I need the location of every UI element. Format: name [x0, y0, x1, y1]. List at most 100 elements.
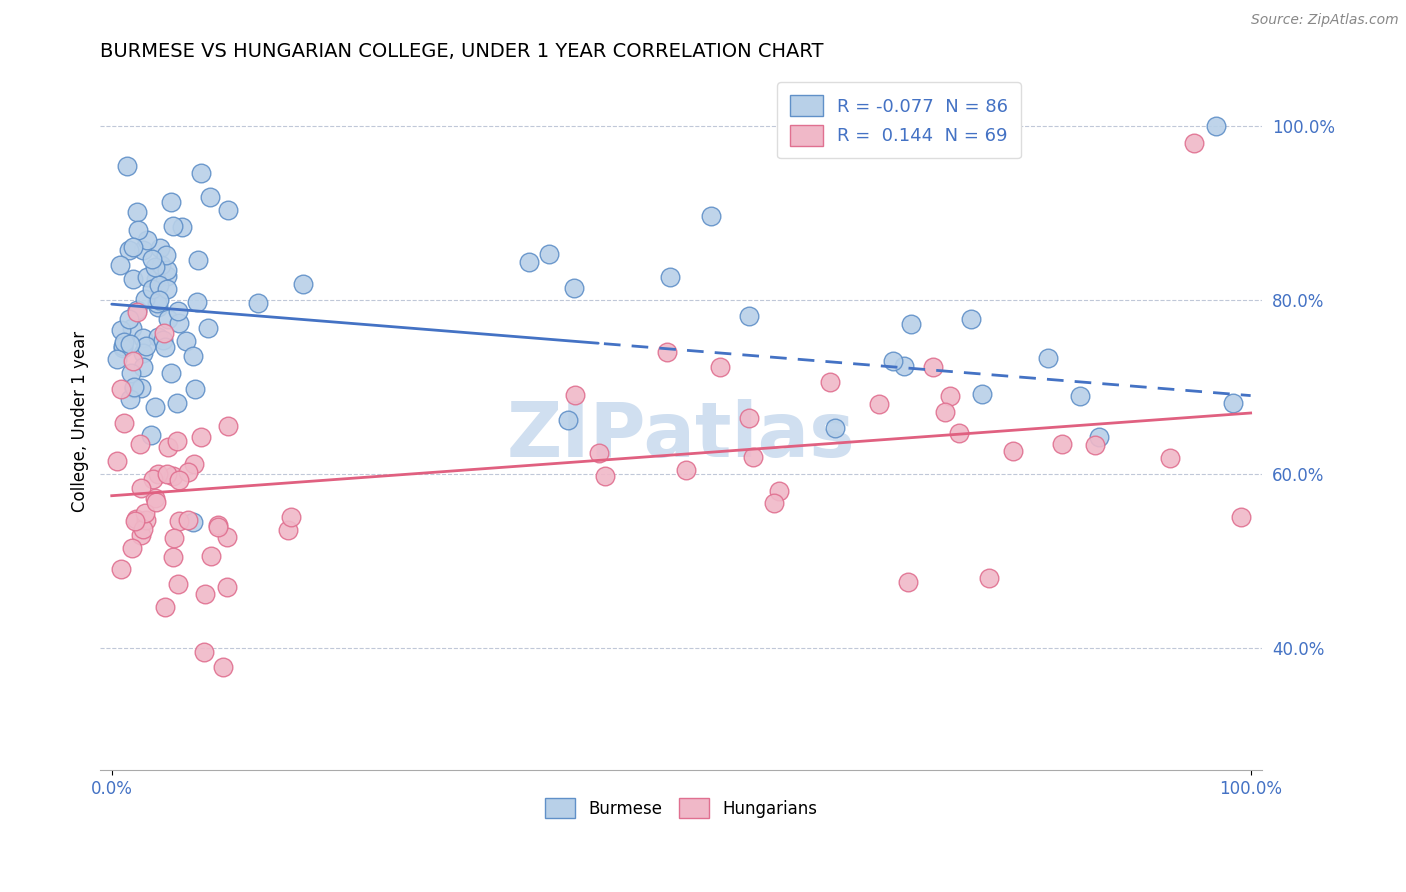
Text: Source: ZipAtlas.com: Source: ZipAtlas.com: [1251, 13, 1399, 28]
Point: [187, 253, 209, 268]
Point: [934, 405, 956, 419]
Point: [167, 576, 190, 591]
Point: [145, 296, 167, 310]
Point: [156, 440, 179, 454]
Point: [136, 233, 159, 247]
Point: [156, 263, 179, 277]
Point: [122, 381, 145, 395]
Point: [145, 495, 167, 509]
Point: [143, 491, 166, 505]
Point: [134, 293, 156, 307]
Point: [176, 334, 198, 348]
Point: [122, 380, 145, 394]
Point: [131, 522, 153, 536]
Point: [162, 468, 184, 483]
Point: [897, 575, 920, 590]
Point: [741, 450, 763, 464]
Point: [1002, 444, 1025, 458]
Point: [127, 223, 149, 237]
Legend: Burmese, Hungarians: Burmese, Hungarians: [538, 792, 824, 824]
Point: [948, 426, 970, 441]
Point: [139, 427, 162, 442]
Point: [110, 562, 132, 576]
Point: [1222, 395, 1244, 409]
Point: [143, 260, 166, 274]
Point: [709, 359, 731, 374]
Point: [212, 659, 235, 673]
Point: [162, 219, 184, 233]
Point: [155, 248, 177, 262]
Point: [977, 571, 1000, 585]
Point: [162, 549, 184, 564]
Point: [148, 300, 170, 314]
Point: [181, 516, 204, 530]
Point: [972, 387, 994, 401]
Point: [1159, 450, 1181, 465]
Point: [125, 303, 148, 318]
Point: [120, 366, 142, 380]
Point: [132, 243, 155, 257]
Point: [1036, 351, 1059, 366]
Point: [1205, 119, 1227, 133]
Point: [176, 465, 198, 479]
Point: [167, 473, 190, 487]
Point: [111, 339, 134, 353]
Point: [160, 195, 183, 210]
Point: [105, 351, 128, 366]
Point: [277, 523, 299, 537]
Point: [121, 240, 143, 254]
Point: [184, 382, 207, 396]
Text: ZIPatlas: ZIPatlas: [508, 399, 855, 473]
Point: [557, 413, 579, 427]
Point: [148, 467, 170, 482]
Point: [153, 340, 176, 354]
Point: [217, 202, 239, 217]
Point: [105, 454, 128, 468]
Point: [217, 530, 239, 544]
Point: [129, 381, 152, 395]
Point: [738, 310, 761, 324]
Point: [738, 410, 761, 425]
Point: [183, 458, 205, 472]
Point: [280, 510, 302, 524]
Point: [153, 600, 176, 615]
Point: [135, 339, 157, 353]
Point: [588, 446, 610, 460]
Point: [121, 320, 143, 334]
Point: [291, 277, 314, 291]
Point: [145, 272, 167, 286]
Point: [562, 281, 585, 295]
Point: [659, 270, 682, 285]
Point: [121, 272, 143, 286]
Point: [167, 514, 190, 528]
Point: [142, 472, 165, 486]
Point: [655, 345, 678, 359]
Point: [118, 337, 141, 351]
Point: [141, 252, 163, 266]
Point: [762, 496, 785, 510]
Point: [882, 353, 904, 368]
Point: [129, 481, 152, 495]
Point: [152, 334, 174, 348]
Point: [112, 416, 135, 430]
Point: [207, 520, 229, 534]
Point: [217, 419, 239, 434]
Point: [118, 243, 141, 257]
Point: [868, 397, 890, 411]
Point: [517, 255, 540, 269]
Point: [893, 359, 915, 374]
Point: [146, 329, 169, 343]
Point: [110, 323, 132, 337]
Point: [194, 587, 217, 601]
Point: [1088, 430, 1111, 444]
Point: [537, 247, 560, 261]
Point: [900, 317, 922, 331]
Point: [148, 277, 170, 292]
Point: [128, 437, 150, 451]
Point: [129, 527, 152, 541]
Point: [143, 400, 166, 414]
Point: [960, 312, 983, 326]
Point: [115, 159, 138, 173]
Point: [190, 166, 212, 180]
Point: [200, 549, 222, 563]
